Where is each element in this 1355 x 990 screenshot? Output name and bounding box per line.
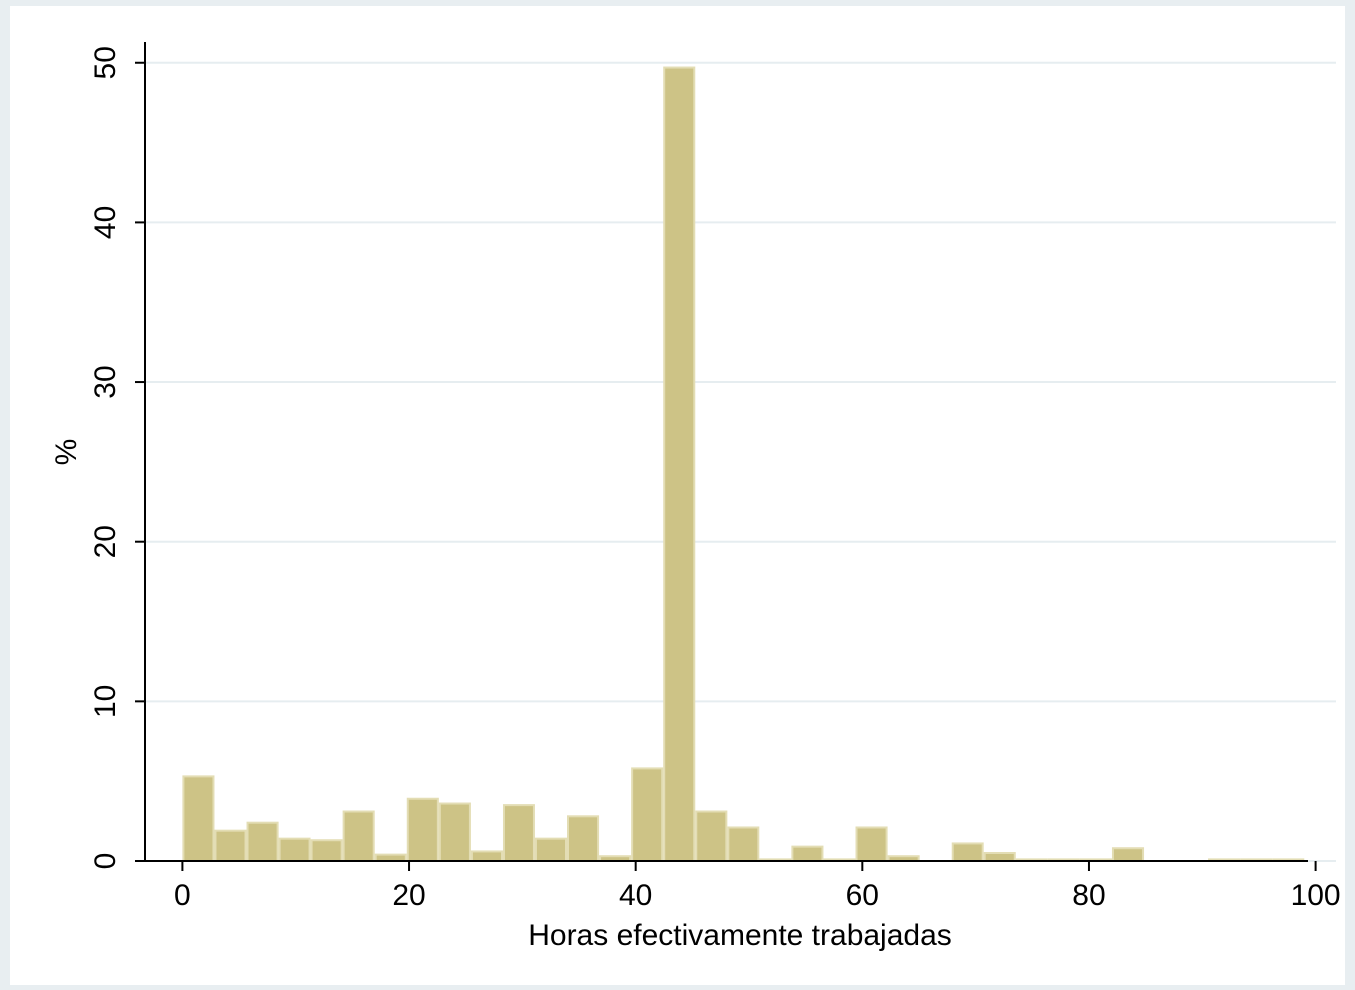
y-tick-label: 10: [89, 685, 122, 718]
y-tick-label: 40: [89, 206, 122, 239]
bar: [695, 810, 728, 863]
bar: [502, 804, 535, 862]
bar: [983, 852, 1016, 862]
bars: [182, 66, 1305, 863]
x-tick-label: 60: [846, 879, 879, 912]
bar: [951, 842, 984, 863]
y-tick-label: 30: [89, 365, 122, 398]
bar: [438, 802, 471, 862]
bar: [791, 845, 824, 863]
y-tick-label: 20: [89, 525, 122, 558]
bar: [1111, 847, 1145, 863]
x-tick-label: 100: [1291, 879, 1341, 912]
x-tick-label: 80: [1072, 879, 1105, 912]
bar: [663, 66, 696, 862]
bar: [470, 850, 503, 863]
bar: [310, 839, 343, 862]
y-axis-label: %: [50, 439, 83, 466]
x-tick-label: 40: [619, 879, 652, 912]
bar: [342, 810, 375, 863]
bar: [278, 837, 311, 862]
y-tick-label: 0: [89, 853, 122, 870]
x-tick-label: 20: [392, 879, 425, 912]
bar: [534, 837, 568, 862]
bar: [246, 821, 279, 862]
x-axis-label: Horas efectivamente trabajadas: [528, 919, 952, 952]
bar: [214, 829, 247, 863]
x-tick-label: 0: [174, 879, 191, 912]
axes: 0 10 20 30 40 50 0 20 40 60 80 100: [89, 42, 1341, 912]
y-tick-label: 50: [89, 46, 122, 79]
bar: [567, 815, 600, 862]
bar: [855, 826, 888, 863]
bar: [631, 767, 664, 862]
bar: [727, 826, 760, 863]
bar: [182, 775, 215, 863]
bar: [406, 797, 439, 862]
